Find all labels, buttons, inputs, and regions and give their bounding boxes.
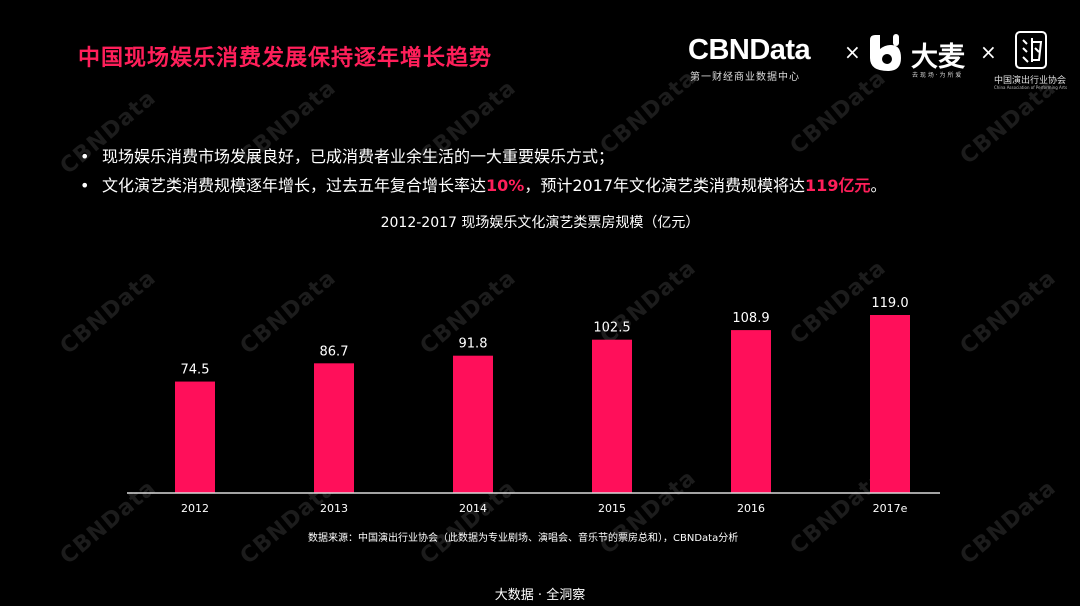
cbndata-logo: CBNData (688, 34, 811, 66)
bar-2012 (175, 381, 215, 493)
bullet-marker: • (80, 147, 90, 166)
cbndata-tagline: 第一财经商业数据中心 (690, 72, 800, 83)
data-label-2015: 102.5 (593, 321, 630, 336)
x-tick-label-2013: 2013 (320, 502, 348, 515)
separator-x: × (844, 40, 861, 64)
bar-2014 (453, 355, 493, 493)
bullet-text: ，预计2017年文化演艺类消费规模将达 (524, 176, 806, 195)
bullet-text: 文化演艺类消费规模逐年增长，过去五年复合增长率达 (102, 176, 487, 195)
bar-2015 (592, 339, 632, 493)
caa-logo-name: 中国演出行业协会 (994, 76, 1067, 86)
x-tick-label-2014: 2014 (459, 502, 487, 515)
slide-title: 中国现场娱乐消费发展保持逐年增长趋势 (78, 46, 493, 71)
caa-logo-subtitle: China Association of Performing Arts (994, 85, 1068, 90)
damai-logo-name: 大麦 (911, 42, 965, 73)
footer-tagline: 大数据 · 全洞察 (494, 588, 586, 603)
bars-layer: 74.5 2012 86.7 2013 91.8 2014 102.5 2015 108.9 20… (175, 296, 910, 515)
chart-title: 2012-2017 现场娱乐文化演艺类票房规模（亿元） (381, 215, 700, 231)
bar-2017e (870, 315, 910, 493)
bullet-item: • 现场娱乐消费市场发展良好，已成消费者业余生活的一大重要娱乐方式； (80, 142, 886, 171)
highlight-growth-rate: 10% (486, 176, 525, 195)
x-tick-label-2017e: 2017e (873, 502, 908, 515)
bar-2013 (314, 363, 354, 493)
partner-logos: CBNData 第一财经商业数据中心 × 大麦 去 现 场 · 为 所 爱 × … (686, 30, 1067, 90)
bullet-list: • 现场娱乐消费市场发展良好，已成消费者业余生活的一大重要娱乐方式； • 文化演艺类… (80, 142, 886, 200)
separator-x-2: × (980, 40, 997, 64)
x-tick-label-2016: 2016 (737, 502, 765, 515)
data-label-2012: 74.5 (181, 363, 210, 378)
data-source-note: 数据来源：中国演出行业协会（此数据为专业剧场、演唱会、音乐节的票房总和），CBN… (308, 533, 739, 544)
data-label-2013: 86.7 (320, 344, 349, 359)
data-label-2014: 91.8 (459, 337, 488, 352)
data-label-2016: 108.9 (732, 311, 769, 326)
bullet-text: 现场娱乐消费市场发展良好，已成消费者业余生活的一大重要娱乐方式； (102, 147, 615, 166)
caa-seal-icon (1015, 31, 1047, 69)
data-label-2017e: 119.0 (871, 296, 908, 311)
bar-2016 (731, 330, 771, 493)
x-tick-label-2015: 2015 (598, 502, 626, 515)
bullet-marker: • (80, 176, 90, 195)
bullet-text: 。 (870, 176, 887, 195)
damai-logo-icon (870, 34, 901, 71)
highlight-2017-forecast: 119亿元 (805, 176, 871, 195)
x-tick-label-2012: 2012 (181, 502, 209, 515)
bullet-item: • 文化演艺类消费规模逐年增长，过去五年复合增长率达10%，预计2017年文化演艺… (80, 171, 886, 200)
damai-tagline: 去 现 场 · 为 所 爱 (912, 72, 962, 79)
